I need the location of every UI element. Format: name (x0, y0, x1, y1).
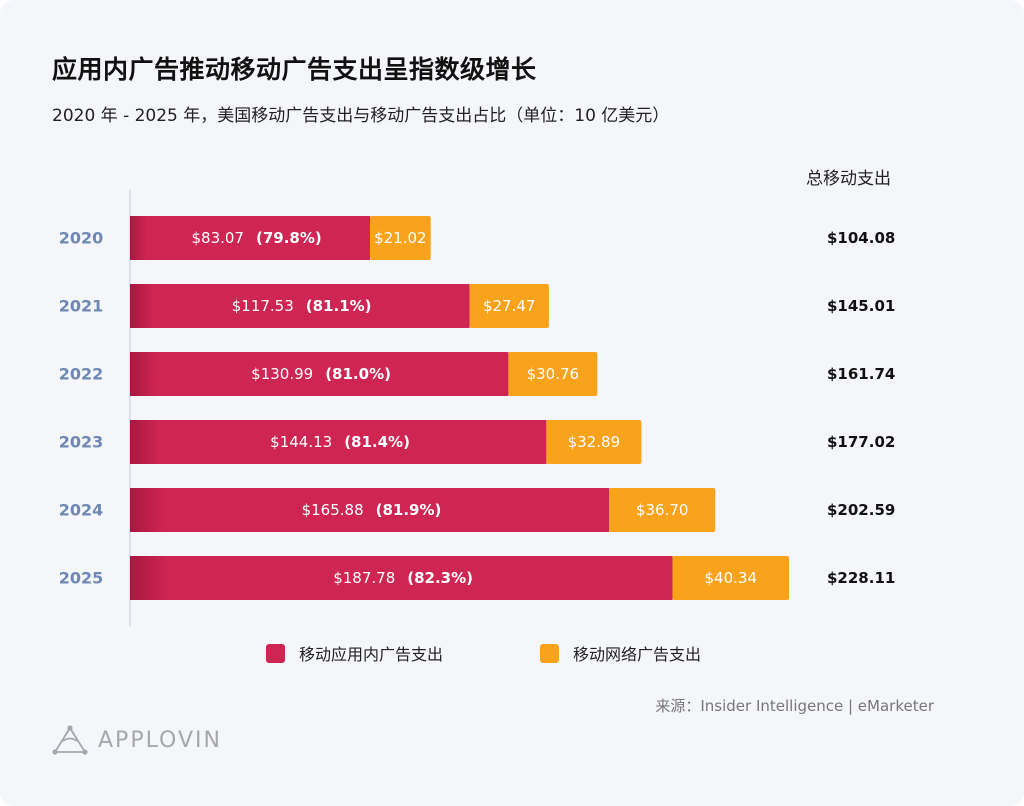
legend-label-web: 移动网络广告支出 (573, 645, 702, 664)
legend-label-in-app: 移动应用内广告支出 (299, 645, 444, 664)
data-label-in-app: $130.99 (251, 365, 313, 383)
bar-in-app (130, 556, 673, 600)
data-label-in-app: $117.53 (232, 297, 294, 315)
data-label-web: $21.02 (374, 229, 427, 247)
data-label-share: (81.9%) (376, 501, 442, 519)
data-label-share: (82.3%) (407, 569, 473, 587)
legend-item-web: 移动网络广告支出 (540, 641, 701, 665)
legend-swatch-web (540, 643, 559, 663)
source-note: 来源：Insider Intelligence | eMarketer (655, 697, 934, 715)
bar-in-app (130, 420, 547, 464)
logo-text: APPLOVIN (98, 727, 222, 753)
bar-web (369, 216, 431, 260)
data-label-in-app: $165.88 (302, 501, 364, 519)
bar-in-app (130, 352, 509, 396)
data-label-in-app: $83.07 (191, 229, 244, 247)
total-label: $202.59 (827, 501, 895, 519)
data-label-web: $27.47 (483, 297, 536, 315)
applovin-logo: APPLOVIN (52, 725, 222, 755)
bar-web (508, 352, 598, 396)
total-label: $145.01 (827, 297, 895, 315)
data-label-share: (81.1%) (306, 297, 372, 315)
bar-in-app (130, 488, 610, 532)
total-column-header: 总移动支出 (806, 169, 891, 189)
data-label-in-app: $187.78 (333, 569, 395, 587)
bar-web (672, 556, 790, 600)
total-label: $177.02 (827, 433, 895, 451)
applovin-triangle-icon (52, 725, 88, 755)
year-tick-label: 2020 (59, 229, 104, 248)
total-label: $104.08 (827, 229, 895, 247)
legend-swatch-in-app (266, 643, 285, 663)
year-tick-label: 2024 (59, 501, 104, 520)
data-label-web: $40.34 (705, 569, 758, 587)
data-label-share: (81.0%) (325, 365, 391, 383)
legend-item-in-app: 移动应用内广告支出 (266, 641, 443, 665)
year-tick-label: 2021 (59, 297, 104, 316)
bar-in-app (130, 284, 470, 328)
chart-subtitle: 2020 年 - 2025 年，美国移动广告支出与移动广告支出占比（单位：10 … (52, 106, 670, 126)
year-tick-label: 2023 (59, 433, 104, 452)
data-label-share: (79.8%) (256, 229, 322, 247)
data-label-web: $32.89 (568, 433, 621, 451)
data-label-web: $30.76 (527, 365, 580, 383)
year-tick-label: 2025 (59, 569, 104, 588)
total-label: $161.74 (827, 365, 895, 383)
bar-web (609, 488, 716, 532)
year-tick-label: 2022 (59, 365, 104, 384)
total-label: $228.11 (827, 569, 895, 587)
data-label-web: $36.70 (636, 501, 689, 519)
bar-web (469, 284, 549, 328)
chart-title: 应用内广告推动移动广告支出呈指数级增长 (52, 55, 537, 84)
bar-in-app (130, 216, 370, 260)
bar-web (546, 420, 642, 464)
data-label-in-app: $144.13 (270, 433, 332, 451)
data-label-share: (81.4%) (344, 433, 410, 451)
